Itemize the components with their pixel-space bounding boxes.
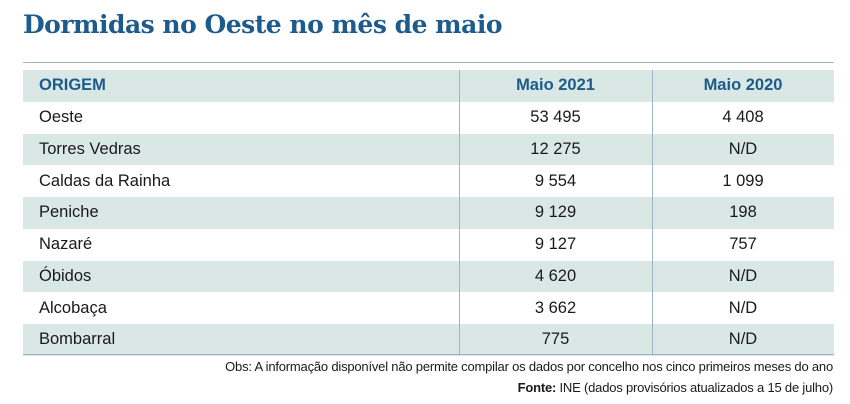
cell-maio-2021: 775 <box>541 330 570 349</box>
table-row: Alcobaça 3 662 N/D <box>23 292 834 324</box>
table-row: Oeste 53 495 4 408 <box>23 102 834 134</box>
top-rule <box>23 62 834 63</box>
table-row: Caldas da Rainha 9 554 1 099 <box>23 165 834 197</box>
cell-origem: Bombarral <box>39 330 116 349</box>
table-row: Óbidos 4 620 N/D <box>23 260 834 293</box>
observation-note: Obs: A informação disponível não permite… <box>225 359 833 374</box>
header-maio-2021: Maio 2021 <box>516 76 595 95</box>
cell-maio-2020: N/D <box>728 330 758 349</box>
source-note: Fonte: INE (dados provisórios atualizado… <box>517 380 834 395</box>
cell-maio-2021: 9 127 <box>534 235 577 254</box>
cell-maio-2020: 198 <box>729 203 757 222</box>
cell-maio-2021: 4 620 <box>534 266 577 285</box>
cell-maio-2020: 1 099 <box>722 171 764 190</box>
page-title: Dormidas no Oeste no mês de maio <box>23 10 503 39</box>
cell-maio-2020: N/D <box>728 298 758 317</box>
bottom-rule <box>23 354 834 355</box>
cell-origem: Nazaré <box>39 235 93 254</box>
cell-origem: Oeste <box>39 108 84 127</box>
cell-maio-2021: 9 554 <box>534 171 577 190</box>
source-text: INE (dados provisórios atualizados a 15 … <box>556 380 834 395</box>
cell-origem: Caldas da Rainha <box>39 171 171 190</box>
cell-maio-2020: 757 <box>729 235 757 254</box>
table-row: Nazaré 9 127 757 <box>23 229 834 261</box>
source-label: Fonte: <box>517 380 557 395</box>
cell-maio-2020: N/D <box>728 139 758 158</box>
cell-origem: Peniche <box>39 203 99 222</box>
header-origem: ORIGEM <box>39 76 106 95</box>
cell-maio-2020: N/D <box>728 266 758 285</box>
cell-maio-2021: 12 275 <box>530 139 581 158</box>
table-row: Bombarral 775 N/D <box>23 324 834 356</box>
header-maio-2020: Maio 2020 <box>703 76 783 95</box>
cell-maio-2021: 9 129 <box>534 203 577 222</box>
column-divider <box>652 70 653 355</box>
data-table: ORIGEM Maio 2021 Maio 2020 Oeste 53 495 … <box>23 70 834 356</box>
cell-maio-2021: 3 662 <box>534 298 577 317</box>
cell-origem: Alcobaça <box>39 298 107 317</box>
table-header-row: ORIGEM Maio 2021 Maio 2020 <box>23 70 834 102</box>
table-row: Peniche 9 129 198 <box>23 197 834 229</box>
column-divider <box>459 70 460 355</box>
cell-maio-2020: 4 408 <box>722 108 764 127</box>
cell-maio-2021: 53 495 <box>530 108 581 127</box>
cell-origem: Óbidos <box>39 266 92 285</box>
table-row: Torres Vedras 12 275 N/D <box>23 133 834 166</box>
cell-origem: Torres Vedras <box>39 139 141 158</box>
